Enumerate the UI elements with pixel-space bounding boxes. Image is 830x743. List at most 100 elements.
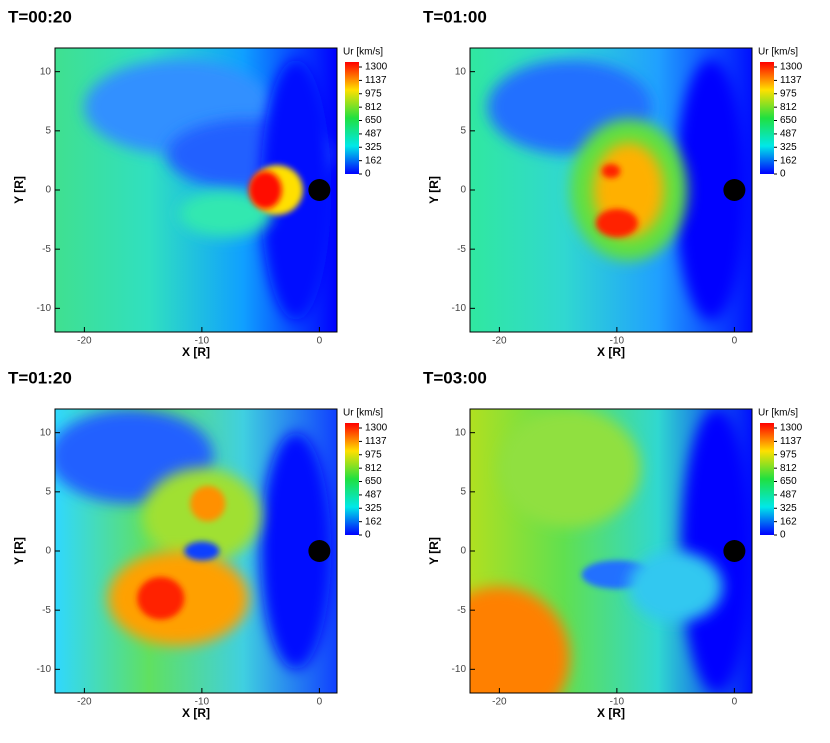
field-region (248, 171, 282, 209)
x-axis-label: X [R] (597, 345, 625, 359)
x-axis-label: X [R] (597, 706, 625, 720)
colorbar (760, 62, 774, 174)
colorbar-title: Ur [km/s] (343, 47, 383, 58)
colorbar-label: 0 (780, 169, 786, 180)
x-tick-label: 0 (732, 697, 738, 708)
x-axis-label: X [R] (182, 345, 210, 359)
colorbar-label: 1137 (780, 75, 802, 86)
colorbar-label: 1137 (365, 436, 387, 447)
y-tick-label: 5 (45, 486, 51, 497)
x-tick-label: 0 (732, 336, 738, 347)
y-tick-label: -10 (37, 303, 52, 314)
panel: T=01:20 -20 -10 0 -10 -5 0 5 10 X [R] Y [R] Ur [km/… (8, 368, 388, 720)
colorbar (345, 423, 359, 535)
y-axis-label: Y [R] (427, 537, 441, 565)
field (470, 409, 752, 693)
y-tick-label: 0 (460, 185, 466, 196)
colorbar-label: 812 (780, 102, 797, 113)
x-tick-label: 0 (317, 697, 323, 708)
panel-title: T=00:20 (8, 7, 72, 26)
colorbar-label: 325 (365, 142, 382, 153)
planet (723, 179, 746, 201)
y-tick-label: 5 (460, 125, 466, 136)
planet (723, 540, 746, 562)
panel: T=03:00 -20 -10 0 -10 -5 0 5 10 X [R] Y [R] Ur [km/… (423, 368, 803, 720)
y-tick-label: 0 (45, 546, 51, 557)
panel-title: T=01:00 (423, 7, 487, 26)
colorbar (760, 423, 774, 535)
field-region (260, 432, 332, 670)
y-tick-label: 0 (45, 185, 51, 196)
field-region (628, 551, 723, 622)
colorbar-label: 812 (365, 102, 382, 113)
x-tick-label: -20 (492, 336, 507, 347)
colorbar-label: 325 (365, 503, 382, 514)
y-tick-label: 10 (455, 427, 467, 438)
field-region (595, 208, 639, 238)
field (470, 48, 752, 332)
colorbar-label: 0 (780, 530, 786, 541)
field-region (470, 586, 570, 693)
y-tick-label: 0 (460, 546, 466, 557)
x-tick-label: -20 (492, 697, 507, 708)
colorbar-label: 975 (365, 88, 382, 99)
panel: T=01:00 -20 -10 0 -10 -5 0 5 10 X [R] Y [R] Ur [km/… (423, 7, 803, 359)
colorbar (345, 62, 359, 174)
y-axis-label: Y [R] (12, 537, 26, 565)
colorbar-label: 162 (780, 155, 797, 166)
colorbar-label: 325 (780, 503, 797, 514)
colorbar-title: Ur [km/s] (343, 408, 383, 419)
panel-title: T=01:20 (8, 368, 72, 387)
y-axis-label: Y [R] (12, 176, 26, 204)
colorbar-label: 487 (365, 129, 382, 140)
y-tick-label: 10 (40, 66, 52, 77)
field-region (601, 163, 621, 179)
y-axis-label: Y [R] (427, 176, 441, 204)
field (55, 48, 337, 332)
colorbar-label: 1300 (365, 62, 388, 73)
colorbar-label: 1137 (365, 75, 387, 86)
y-tick-label: -5 (42, 605, 51, 616)
colorbar-label: 1300 (780, 423, 803, 434)
colorbar-label: 162 (365, 516, 382, 527)
colorbar-title: Ur [km/s] (758, 47, 798, 58)
x-tick-label: -10 (195, 697, 210, 708)
colorbar-label: 162 (780, 516, 797, 527)
y-tick-label: -5 (457, 605, 466, 616)
colorbar-label: 650 (780, 115, 797, 126)
colorbar-label: 1300 (780, 62, 803, 73)
colorbar-label: 487 (780, 129, 797, 140)
colorbar-label: 487 (365, 490, 382, 501)
colorbar-label: 650 (365, 476, 382, 487)
colorbar-label: 975 (780, 88, 797, 99)
planet (308, 179, 331, 201)
colorbar-label: 650 (780, 476, 797, 487)
colorbar-label: 1137 (780, 436, 802, 447)
field-region (190, 485, 226, 522)
y-tick-label: -5 (457, 244, 466, 255)
y-tick-label: 5 (460, 486, 466, 497)
panel: T=00:20 -20 -10 0 -10 -5 0 5 10 X [R] Y [R] Ur [km/… (8, 7, 388, 359)
colorbar-title: Ur [km/s] (758, 408, 798, 419)
field-region (184, 541, 220, 561)
colorbar-label: 975 (780, 449, 797, 460)
y-tick-label: 10 (40, 427, 52, 438)
colorbar-label: 650 (365, 115, 382, 126)
colorbar-label: 0 (365, 530, 371, 541)
colorbar-label: 162 (365, 155, 382, 166)
colorbar-label: 0 (365, 169, 371, 180)
y-tick-label: -5 (42, 244, 51, 255)
field-region (681, 409, 752, 693)
colorbar-label: 812 (780, 463, 797, 474)
x-tick-label: -10 (610, 336, 625, 347)
field (55, 409, 337, 693)
panel-title: T=03:00 (423, 368, 487, 387)
field-region (675, 59, 747, 321)
field-region (178, 190, 273, 238)
field-region (137, 577, 185, 620)
colorbar-label: 325 (780, 142, 797, 153)
colorbar-label: 487 (780, 490, 797, 501)
x-tick-label: -10 (610, 697, 625, 708)
colorbar-label: 812 (365, 463, 382, 474)
